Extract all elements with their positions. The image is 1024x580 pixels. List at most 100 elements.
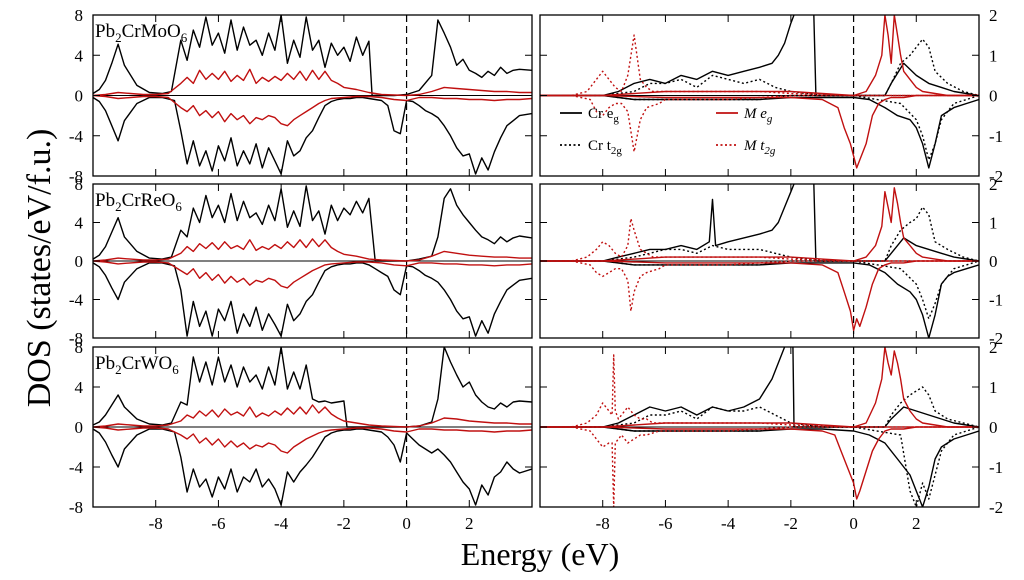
x-tick-label: -8 (149, 514, 163, 533)
compound-label-part: CrMoO (122, 21, 181, 42)
compound-label: Pb2CrReO6 (95, 190, 182, 214)
y-tick-label: 8 (75, 175, 84, 194)
legend-label-3: M eg (743, 106, 773, 125)
legend-label-subscript: g (767, 113, 773, 125)
legend-label-base: Cr t (588, 138, 612, 154)
x-tick-label: -4 (721, 514, 736, 533)
y-tick-label: 2 (989, 175, 998, 194)
y-tick-label: 1 (989, 378, 998, 397)
series-m-eg-down (540, 260, 979, 331)
y-tick-label: 8 (75, 6, 84, 25)
y-tick-label: 0 (989, 87, 998, 106)
series-m-down (93, 426, 532, 454)
y-tick-label: 0 (75, 418, 84, 437)
x-tick-label: -6 (211, 514, 225, 533)
y-tick-label: -1 (989, 458, 1003, 477)
series-total-up (93, 347, 532, 428)
series-cr-eg-up (540, 184, 979, 262)
legend-label-1: Cr eg (588, 106, 619, 125)
y-tick-label: 2 (989, 6, 998, 25)
compound-label-subscript: 6 (181, 30, 188, 45)
series-cr-t2g-down (540, 426, 979, 507)
compound-label-subscript: 2 (115, 30, 122, 45)
compound-label: Pb2CrMoO6 (95, 21, 188, 45)
series-m-t2g-down (540, 94, 979, 153)
x-tick-label: 0 (849, 514, 858, 533)
y-tick-label: -8 (69, 329, 83, 348)
y-tick-label: 0 (989, 252, 998, 271)
x-tick-label: 0 (402, 514, 411, 533)
series-m-eg-down (540, 426, 979, 500)
series-m-eg-up (540, 187, 979, 262)
y-tick-label: 4 (75, 214, 84, 233)
series-cr-t2g-down (540, 94, 979, 161)
x-tick-label: -2 (784, 514, 798, 533)
compound-label: Pb2CrWO6 (95, 353, 179, 377)
series-m-up (93, 404, 532, 428)
x-tick-label: -6 (658, 514, 672, 533)
y-tick-label: -1 (989, 291, 1003, 310)
y-tick-label: -8 (69, 167, 83, 186)
y-tick-label: -4 (69, 291, 84, 310)
y-tick-label: 0 (75, 87, 84, 106)
series-m-t2g-up (540, 217, 979, 262)
legend-label-base: M t (743, 138, 765, 154)
panel-total-row-1: -8 -4 0 4 8 Pb2CrMoO6 (69, 6, 533, 186)
x-tick-label: 2 (465, 514, 474, 533)
series-m-t2g-up (540, 354, 979, 428)
y-tick-label: -2 (989, 329, 1003, 348)
series-m-t2g-down (540, 426, 979, 507)
y-tick-label: 0 (989, 418, 998, 437)
series-cr-t2g-down (540, 260, 979, 320)
series-cr-eg-down (540, 260, 979, 338)
series-m-eg-up (540, 347, 979, 428)
series-group (93, 15, 532, 175)
compound-label-subscript: 2 (115, 362, 122, 377)
series-cr-t2g-up (540, 206, 979, 262)
legend-label-subscript: 2g (764, 145, 776, 157)
y-tick-label: -1 (989, 127, 1003, 146)
legend-label-4: M t2g (743, 138, 776, 157)
y-tick-label: -4 (69, 458, 84, 477)
compound-label-part: CrReO (122, 190, 176, 211)
x-tick-label: 2 (912, 514, 921, 533)
series-group (93, 347, 532, 506)
series-m-up (93, 238, 532, 262)
series-cr-eg-down (540, 426, 979, 507)
series-m-eg-down (540, 94, 979, 169)
legend-label-base: Cr e (588, 106, 614, 122)
compound-label-part: Pb (95, 190, 115, 211)
series-cr-eg-up (540, 347, 979, 428)
y-tick-label: 2 (989, 338, 998, 357)
compound-label-subscript: 2 (115, 199, 122, 214)
y-tick-label: 4 (75, 46, 84, 65)
y-axis-title: DOS (states/eV/f.u.) (21, 129, 58, 408)
series-m-t2g-up (540, 34, 979, 97)
panel-total-row-2: -8 -4 0 4 8 Pb2CrReO6 (69, 175, 533, 348)
compound-label-part: Pb (95, 21, 115, 42)
panel-partial-row-2: -2 -1 0 1 2 (539, 175, 1003, 348)
series-cr-eg-up (540, 15, 979, 97)
y-tick-label: -2 (989, 498, 1003, 517)
compound-label-part: Pb (95, 353, 115, 374)
series-total-up (93, 185, 532, 262)
series-total-up (93, 15, 532, 97)
y-tick-label: 0 (75, 252, 84, 271)
legend-label-subscript: 2g (611, 145, 623, 157)
series-group (540, 184, 979, 338)
y-tick-label: 4 (75, 378, 84, 397)
series-total-down (93, 428, 532, 506)
series-group (93, 185, 532, 337)
series-total-down (93, 262, 532, 337)
series-m-down (93, 94, 532, 127)
x-tick-label: -2 (337, 514, 351, 533)
compound-label-subscript: 6 (175, 199, 182, 214)
legend-label-2: Cr t2g (588, 138, 622, 157)
